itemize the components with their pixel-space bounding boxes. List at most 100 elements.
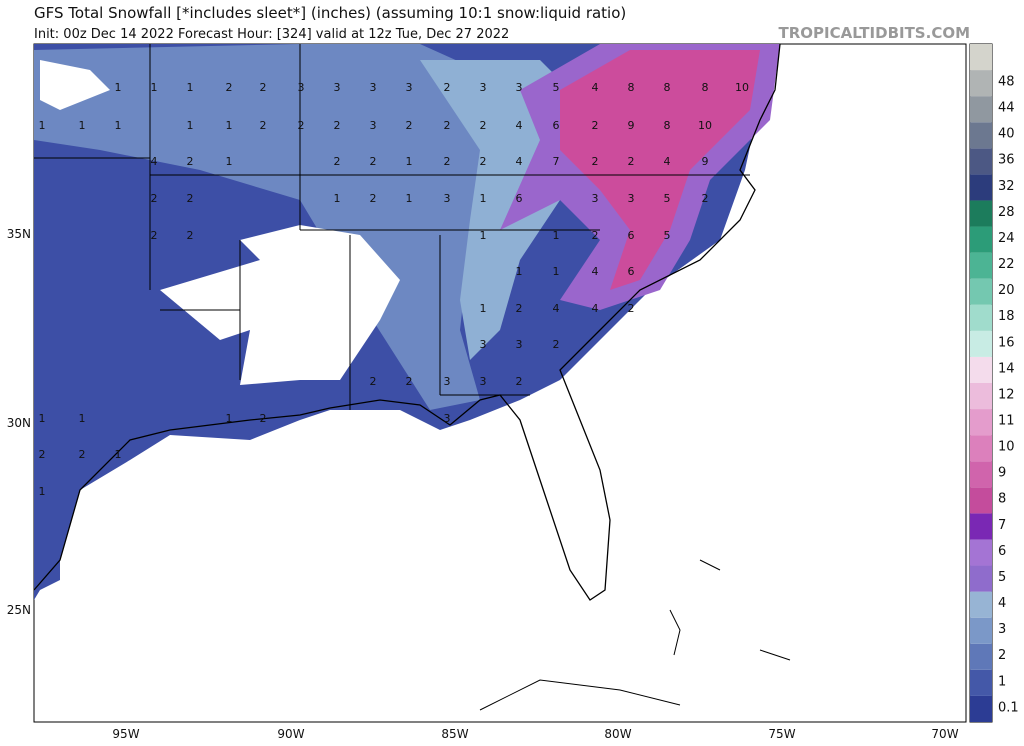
- snowfall-label: 3: [516, 338, 523, 351]
- subtitle: Init: 00z Dec 14 2022 Forecast Hour: [32…: [34, 27, 509, 42]
- colorbar-swatch: [970, 669, 992, 696]
- snowfall-label: 4: [592, 265, 599, 278]
- snowfall-label: 1: [115, 448, 122, 461]
- snowfall-label: 2: [702, 192, 709, 205]
- snowfall-label: 5: [664, 229, 671, 242]
- snowfall-label: 7: [553, 155, 560, 168]
- snowfall-label: 3: [516, 81, 523, 94]
- colorbar-swatch: [970, 70, 992, 97]
- snowfall-label: 1: [79, 119, 86, 132]
- snowfall-label: 1: [39, 119, 46, 132]
- colorbar-label: 1: [998, 674, 1006, 689]
- snowfall-label: 2: [260, 81, 267, 94]
- colorbar-label: 7: [998, 518, 1006, 533]
- snowfall-label: 2: [444, 119, 451, 132]
- colorbar-label: 14: [998, 361, 1015, 376]
- snowfall-label: 1: [334, 192, 341, 205]
- colorbar-label: 0.1: [998, 700, 1019, 715]
- colorbar-swatch: [970, 643, 992, 670]
- colorbar-swatch: [970, 539, 992, 566]
- snowfall-label: 5: [553, 81, 560, 94]
- snowfall-label: 1: [115, 119, 122, 132]
- snowfall-label: 6: [628, 229, 635, 242]
- snowfall-label: 6: [516, 192, 523, 205]
- colorbar-swatch: [970, 617, 992, 644]
- state-borders: [34, 44, 750, 410]
- snowfall-label: 2: [628, 155, 635, 168]
- snowfall-label: 1: [187, 81, 194, 94]
- colorbar: 0.11234567891011121416182022242832364044…: [969, 43, 1019, 723]
- snowfall-label: 2: [39, 448, 46, 461]
- snowfall-label: 2: [79, 448, 86, 461]
- snowfall-label: 4: [151, 155, 158, 168]
- lat-label: 30N: [7, 416, 31, 430]
- lon-label: 75W: [768, 727, 795, 741]
- lon-label: 85W: [441, 727, 468, 741]
- map: [33, 43, 967, 723]
- snowfall-label: 6: [628, 265, 635, 278]
- snow-area-magenta: [560, 50, 760, 290]
- snowfall-label: 1: [553, 265, 560, 278]
- colorbar-swatch: [970, 435, 992, 462]
- snowfall-label: 2: [592, 155, 599, 168]
- snowfall-label: 2: [334, 119, 341, 132]
- colorbar-swatch: [970, 278, 992, 305]
- colorbar-label: 12: [998, 387, 1015, 402]
- snowfall-label: 5: [664, 192, 671, 205]
- snowfall-label: 4: [592, 302, 599, 315]
- colorbar-swatch: [970, 356, 992, 383]
- snowfall-label: 3: [480, 338, 487, 351]
- snowfall-label: 2: [370, 155, 377, 168]
- snowfall-label: 3: [444, 192, 451, 205]
- snowfall-label: 2: [187, 192, 194, 205]
- snowfall-label: 3: [370, 81, 377, 94]
- colorbar-label: 5: [998, 570, 1006, 585]
- snowfall-label: 3: [592, 192, 599, 205]
- colorbar-label: 11: [998, 414, 1015, 429]
- colorbar-swatch: [970, 461, 992, 488]
- snowfall-label: 1: [226, 119, 233, 132]
- snowfall-label: 1: [187, 119, 194, 132]
- lat-label: 25N: [7, 603, 31, 617]
- colorbar-label: 2: [998, 648, 1006, 663]
- snowfall-label: 2: [592, 119, 599, 132]
- snowfall-label: 2: [151, 229, 158, 242]
- colorbar-swatch: [970, 174, 992, 201]
- snowfall-label: 4: [516, 155, 523, 168]
- snowfall-label: 4: [664, 155, 671, 168]
- colorbar-label: 10: [998, 440, 1015, 455]
- colorbar-swatch: [970, 330, 992, 357]
- watermark: TROPICALTIDBITS.COM: [779, 24, 971, 42]
- snowfall-label: 1: [115, 81, 122, 94]
- colorbar-swatch: [970, 252, 992, 279]
- snowfall-label: 9: [628, 119, 635, 132]
- snowfall-label: 10: [735, 81, 749, 94]
- snowfall-label: 2: [592, 229, 599, 242]
- snowfall-label: 2: [480, 119, 487, 132]
- colorbar-label: 6: [998, 544, 1006, 559]
- snowfall-label: 8: [664, 119, 671, 132]
- snowfall-label: 3: [480, 375, 487, 388]
- lon-label: 80W: [604, 727, 631, 741]
- snowfall-label: 2: [370, 192, 377, 205]
- snowfall-label: 10: [698, 119, 712, 132]
- snowfall-label: 1: [406, 155, 413, 168]
- snowfall-label: 1: [480, 302, 487, 315]
- colorbar-label: 4: [998, 596, 1006, 611]
- colorbar-label: 44: [998, 101, 1015, 116]
- colorbar-label: 18: [998, 309, 1015, 324]
- snowfall-label: 2: [151, 192, 158, 205]
- snowfall-label: 3: [334, 81, 341, 94]
- colorbar-swatch: [970, 44, 992, 71]
- colorbar-swatch: [970, 304, 992, 331]
- snowfall-label: 3: [480, 81, 487, 94]
- snowfall-label: 3: [406, 81, 413, 94]
- snowfall-label: 2: [406, 119, 413, 132]
- colorbar-label: 9: [998, 466, 1006, 481]
- snowfall-label: 2: [628, 302, 635, 315]
- colorbar-swatch: [970, 200, 992, 227]
- snowfall-label: 2: [226, 81, 233, 94]
- snowfall-label: 1: [226, 412, 233, 425]
- snowfall-label: 9: [702, 155, 709, 168]
